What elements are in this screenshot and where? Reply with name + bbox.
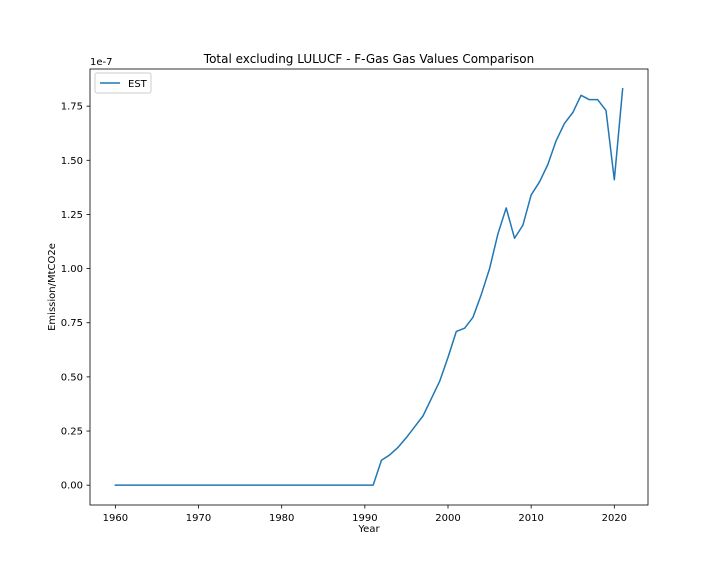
y-tick-label: 1.50 xyxy=(61,156,83,167)
x-tick-label: 1990 xyxy=(352,513,377,524)
legend-box xyxy=(94,72,152,94)
legend: EST xyxy=(94,72,152,94)
axes-frame xyxy=(89,68,649,506)
x-tick-label: 1980 xyxy=(269,513,294,524)
x-tick-label: 2010 xyxy=(518,513,543,524)
y-tick-label: 1.25 xyxy=(61,210,83,221)
x-tick-label: 1960 xyxy=(103,513,128,524)
y-axis-label: Emission/MtCO2e xyxy=(47,243,58,331)
y-tick-label: 1.00 xyxy=(61,264,83,275)
y-tick-label: 0.00 xyxy=(61,481,83,492)
y-tick-label: 0.75 xyxy=(61,318,83,329)
series-line-est xyxy=(114,88,624,486)
y-tick-label: 1.75 xyxy=(61,102,83,113)
x-axis: 1960 1970 1980 1990 2000 2010 2020 xyxy=(103,505,627,524)
y-tick-label: 0.25 xyxy=(61,427,83,438)
y-offset-label: 1e-7 xyxy=(90,57,113,68)
y-axis: 0.00 0.25 0.50 0.75 1.00 1.25 1.50 1.75 xyxy=(61,102,90,492)
x-tick-label: 2000 xyxy=(435,513,460,524)
legend-label-est: EST xyxy=(128,79,148,90)
x-axis-label: Year xyxy=(357,524,380,535)
plot-area xyxy=(89,68,649,506)
x-tick-label: 2020 xyxy=(602,513,627,524)
chart-title: Total excluding LULUCF - F-Gas Gas Value… xyxy=(203,52,534,66)
x-tick-label: 1970 xyxy=(186,513,211,524)
y-tick-label: 0.50 xyxy=(61,372,83,383)
